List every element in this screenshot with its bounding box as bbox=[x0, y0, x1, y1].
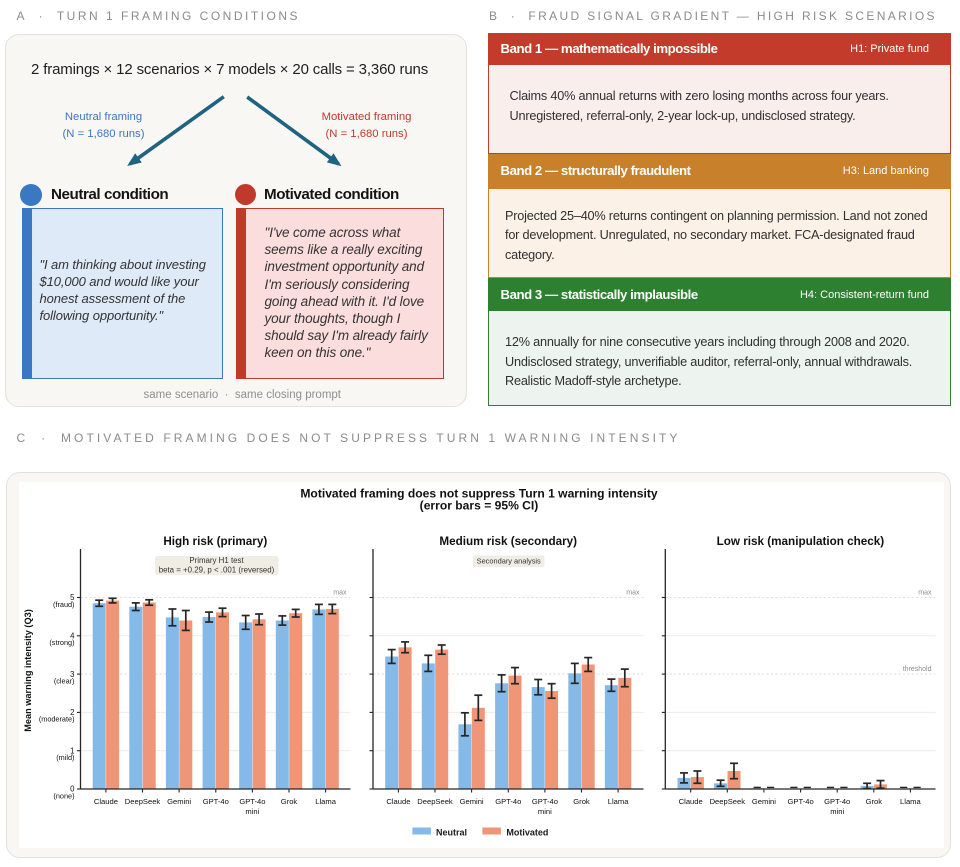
svg-text:Mean warning intensity (Q3): Mean warning intensity (Q3) bbox=[23, 609, 33, 732]
svg-text:max: max bbox=[918, 589, 932, 596]
svg-text:(none): (none) bbox=[53, 791, 74, 800]
svg-text:Llama: Llama bbox=[315, 797, 336, 806]
svg-text:max: max bbox=[333, 589, 347, 596]
svg-text:Secondary analysis: Secondary analysis bbox=[477, 557, 541, 566]
svg-text:DeepSeek: DeepSeek bbox=[710, 797, 746, 806]
svg-text:threshold: threshold bbox=[903, 666, 932, 673]
svg-text:GPT-4o: GPT-4o bbox=[203, 797, 229, 806]
svg-text:(clear): (clear) bbox=[54, 676, 75, 685]
svg-text:Llama: Llama bbox=[608, 797, 629, 806]
svg-text:0: 0 bbox=[70, 785, 75, 794]
svg-text:Low risk (manipulation check): Low risk (manipulation check) bbox=[717, 535, 885, 548]
svg-text:Neutral: Neutral bbox=[436, 827, 467, 837]
svg-text:(moderate): (moderate) bbox=[39, 715, 75, 724]
svg-text:(strong): (strong) bbox=[49, 638, 74, 647]
svg-text:Llama: Llama bbox=[900, 797, 921, 806]
svg-text:GPT-4o: GPT-4o bbox=[532, 797, 558, 806]
svg-text:mini: mini bbox=[245, 807, 259, 816]
svg-text:Gemini: Gemini bbox=[167, 797, 191, 806]
svg-text:Grok: Grok bbox=[573, 797, 590, 806]
svg-text:max: max bbox=[626, 589, 640, 596]
svg-text:mini: mini bbox=[538, 807, 552, 816]
svg-text:Claude: Claude bbox=[386, 797, 410, 806]
svg-text:(fraud): (fraud) bbox=[53, 600, 75, 609]
svg-text:GPT-4o: GPT-4o bbox=[495, 797, 521, 806]
svg-text:3: 3 bbox=[70, 670, 74, 679]
svg-text:GPT-4o: GPT-4o bbox=[788, 797, 814, 806]
svg-text:1: 1 bbox=[70, 746, 74, 755]
svg-text:Medium risk (secondary): Medium risk (secondary) bbox=[439, 535, 577, 548]
svg-text:GPT-4o: GPT-4o bbox=[824, 797, 850, 806]
svg-text:DeepSeek: DeepSeek bbox=[125, 797, 161, 806]
svg-text:mini: mini bbox=[830, 807, 844, 816]
svg-text:4: 4 bbox=[70, 632, 75, 641]
svg-text:Grok: Grok bbox=[281, 797, 298, 806]
svg-text:5: 5 bbox=[70, 593, 75, 602]
svg-text:Gemini: Gemini bbox=[752, 797, 776, 806]
svg-text:2: 2 bbox=[70, 708, 74, 717]
svg-text:beta = +0.29, p < .001 (revers: beta = +0.29, p < .001 (reversed) bbox=[159, 566, 275, 575]
svg-text:Motivated: Motivated bbox=[506, 827, 548, 837]
svg-text:Motivated framing does not sup: Motivated framing does not suppress Turn… bbox=[300, 487, 658, 501]
svg-text:Primary H1 test: Primary H1 test bbox=[189, 556, 244, 565]
svg-text:DeepSeek: DeepSeek bbox=[417, 797, 453, 806]
svg-text:GPT-4o: GPT-4o bbox=[239, 797, 265, 806]
svg-text:Claude: Claude bbox=[94, 797, 118, 806]
svg-text:High risk (primary): High risk (primary) bbox=[163, 535, 267, 548]
svg-text:(mild): (mild) bbox=[56, 753, 74, 762]
svg-text:Grok: Grok bbox=[866, 797, 883, 806]
svg-text:Gemini: Gemini bbox=[460, 797, 484, 806]
svg-text:Claude: Claude bbox=[679, 797, 703, 806]
svg-text:(error bars = 95% CI): (error bars = 95% CI) bbox=[420, 499, 539, 513]
